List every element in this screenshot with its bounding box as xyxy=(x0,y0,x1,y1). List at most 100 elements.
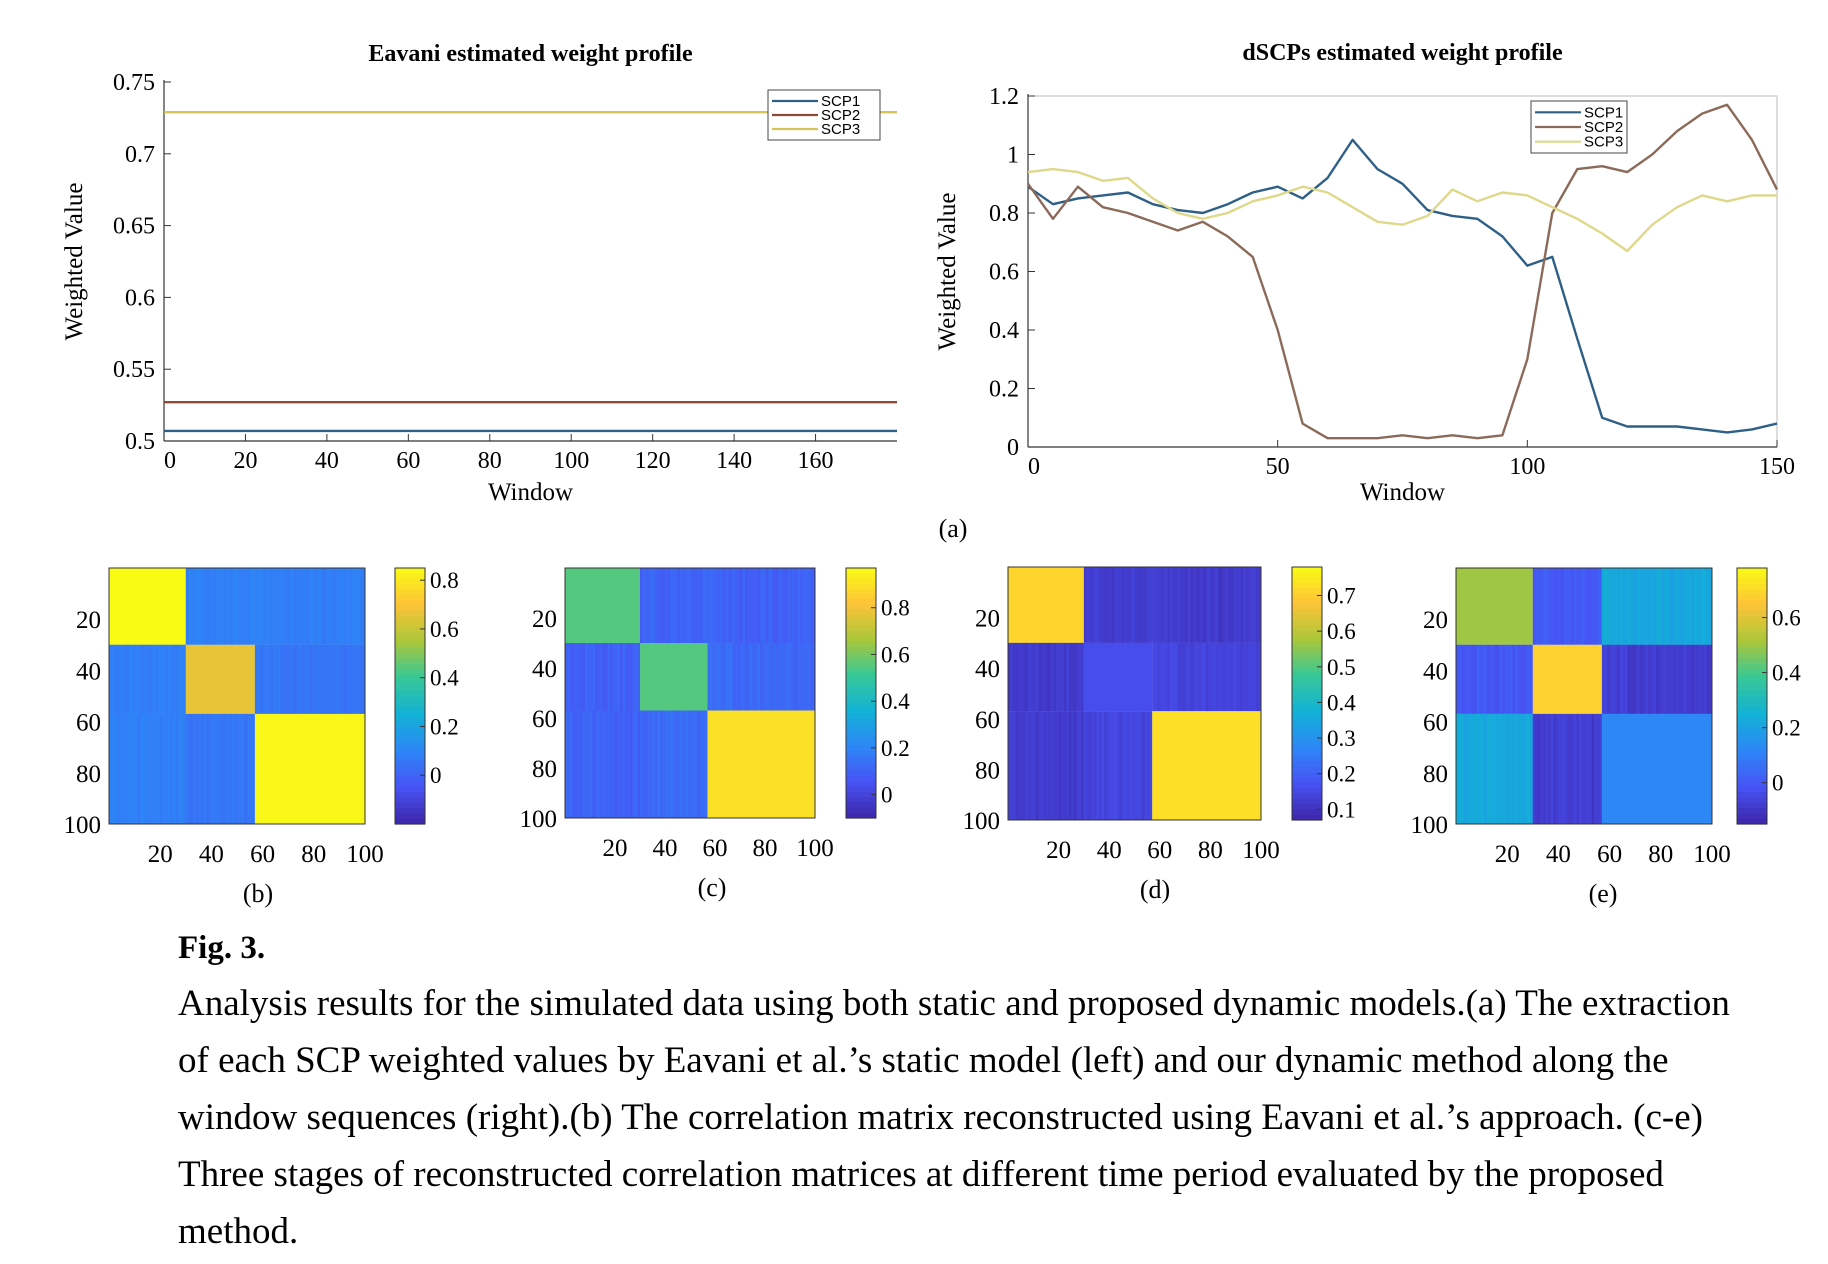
colorbar-segment xyxy=(1737,680,1767,686)
heatmap-stripe xyxy=(1159,642,1163,712)
colorbar-segment xyxy=(1737,813,1767,820)
colorbar-segment xyxy=(395,728,425,734)
heatmap-x-tick-label: 60 xyxy=(250,841,275,868)
heatmap-stripe xyxy=(1532,568,1536,645)
heatmap-stripe xyxy=(1162,642,1166,712)
heatmap-stripe xyxy=(1681,568,1685,645)
heatmap-stripe xyxy=(1215,567,1219,643)
colorbar-segment xyxy=(846,745,876,751)
heatmap-stripe xyxy=(630,643,633,711)
colorbar-segment xyxy=(1292,709,1322,716)
heatmap-stripe xyxy=(1101,711,1105,820)
heatmap-stripe xyxy=(745,643,748,711)
heatmap-stripe xyxy=(160,713,164,824)
heatmap-stripe xyxy=(1139,711,1143,820)
heatmap-stripe xyxy=(1253,642,1257,712)
heatmap-stripe xyxy=(147,644,151,714)
colorbar-tick-label: 0.4 xyxy=(881,689,910,714)
heatmap-stripe xyxy=(745,568,748,643)
heatmap-stripe xyxy=(1174,567,1178,643)
colorbar-segment xyxy=(395,760,425,766)
heatmap-stripe xyxy=(630,710,633,818)
heatmap-stripe xyxy=(640,568,643,643)
colorbar-tick-label: 0 xyxy=(430,763,442,788)
heatmap-stripe xyxy=(592,710,596,818)
heatmap-stripe xyxy=(1015,642,1019,712)
heatmap-stripe xyxy=(1076,642,1080,712)
heatmap-stripe xyxy=(134,644,138,714)
heatmap-stripe xyxy=(787,643,791,711)
heatmap-stripe xyxy=(149,644,153,714)
heatmap-stripe xyxy=(1701,644,1705,714)
heatmap-stripe xyxy=(1642,644,1646,714)
heatmap-stripe xyxy=(1258,567,1262,643)
heatmap-stripe xyxy=(137,713,141,824)
heatmap-stripe xyxy=(137,644,141,714)
heatmap-stripe xyxy=(267,568,271,645)
heatmap-stripe xyxy=(1665,568,1669,645)
heatmap-stripe xyxy=(359,568,363,645)
heatmap-stripe xyxy=(144,644,148,714)
heatmap-stripe xyxy=(1243,567,1247,643)
heatmap-stripe xyxy=(1040,711,1044,820)
heatmap-stripe xyxy=(349,644,353,714)
colorbar-tick-label: 0 xyxy=(881,783,893,808)
heatmap-stripe xyxy=(585,710,588,818)
heatmap-stripe xyxy=(582,643,586,711)
heatmap-stripe xyxy=(1048,642,1052,712)
heatmap-stripe xyxy=(597,710,601,818)
y-tick-label: 0 xyxy=(1007,435,1019,461)
x-tick-label: 0 xyxy=(164,448,176,474)
heatmap-stripe xyxy=(1167,567,1171,643)
colorbar-segment xyxy=(846,687,876,694)
heatmap-stripe xyxy=(1053,711,1057,820)
colorbar-segment xyxy=(1737,738,1767,745)
colorbar-segment xyxy=(846,786,876,793)
colorbar-segment xyxy=(1737,573,1767,580)
panel-label: (c) xyxy=(698,873,727,902)
colorbar-segment xyxy=(1737,717,1767,724)
heatmap-stripe xyxy=(1648,568,1651,645)
heatmap-stripe xyxy=(620,643,623,711)
x-axis-label: Window xyxy=(488,479,573,506)
heatmap-stripe xyxy=(1169,642,1173,712)
heatmap-stripe xyxy=(132,644,135,714)
heatmap-frame xyxy=(1007,566,1262,821)
heatmap-stripe xyxy=(1701,568,1705,645)
colorbar-frame xyxy=(394,567,426,825)
heatmap-stripe xyxy=(1650,644,1654,714)
heatmap-x-tick-label: 20 xyxy=(603,835,628,862)
heatmap-stripe xyxy=(336,568,340,645)
heatmap-stripe xyxy=(1101,567,1105,643)
heatmap-stripe xyxy=(1106,567,1110,643)
colorbar-segment xyxy=(846,620,876,626)
heatmap-stripe xyxy=(1486,644,1490,714)
heatmap-stripe xyxy=(1200,567,1204,643)
heatmap-stripe xyxy=(1594,568,1598,645)
heatmap-stripe xyxy=(607,643,611,711)
heatmap-stripe xyxy=(810,643,813,711)
heatmap-stripe xyxy=(1681,644,1685,714)
heatmap-stripe xyxy=(730,643,733,711)
heatmap-stripe xyxy=(1083,711,1087,820)
heatmap-stripe xyxy=(1520,713,1523,824)
heatmap-stripe xyxy=(1504,713,1508,824)
colorbar-segment xyxy=(1737,696,1767,702)
heatmap-stripe xyxy=(617,710,621,818)
heatmap-stripe xyxy=(175,644,179,714)
heatmap-stripe xyxy=(650,568,653,643)
heatmap-stripe xyxy=(290,644,294,714)
heatmap-stripe xyxy=(290,568,294,645)
heatmap-stripe xyxy=(622,643,626,711)
heatmap-stripe xyxy=(247,713,251,824)
heatmap-stripe xyxy=(1172,642,1176,712)
heatmap-stripe xyxy=(1694,568,1697,645)
heatmap-stripe xyxy=(1504,644,1508,714)
x-tick-label: 100 xyxy=(553,448,589,474)
colorbar-segment xyxy=(1737,792,1767,798)
heatmap-block xyxy=(1008,567,1084,643)
heatmap-stripe xyxy=(1202,567,1206,643)
heatmap-stripe xyxy=(785,643,788,711)
heatmap-stripe xyxy=(1164,642,1168,712)
colorbar-segment xyxy=(1737,642,1767,649)
